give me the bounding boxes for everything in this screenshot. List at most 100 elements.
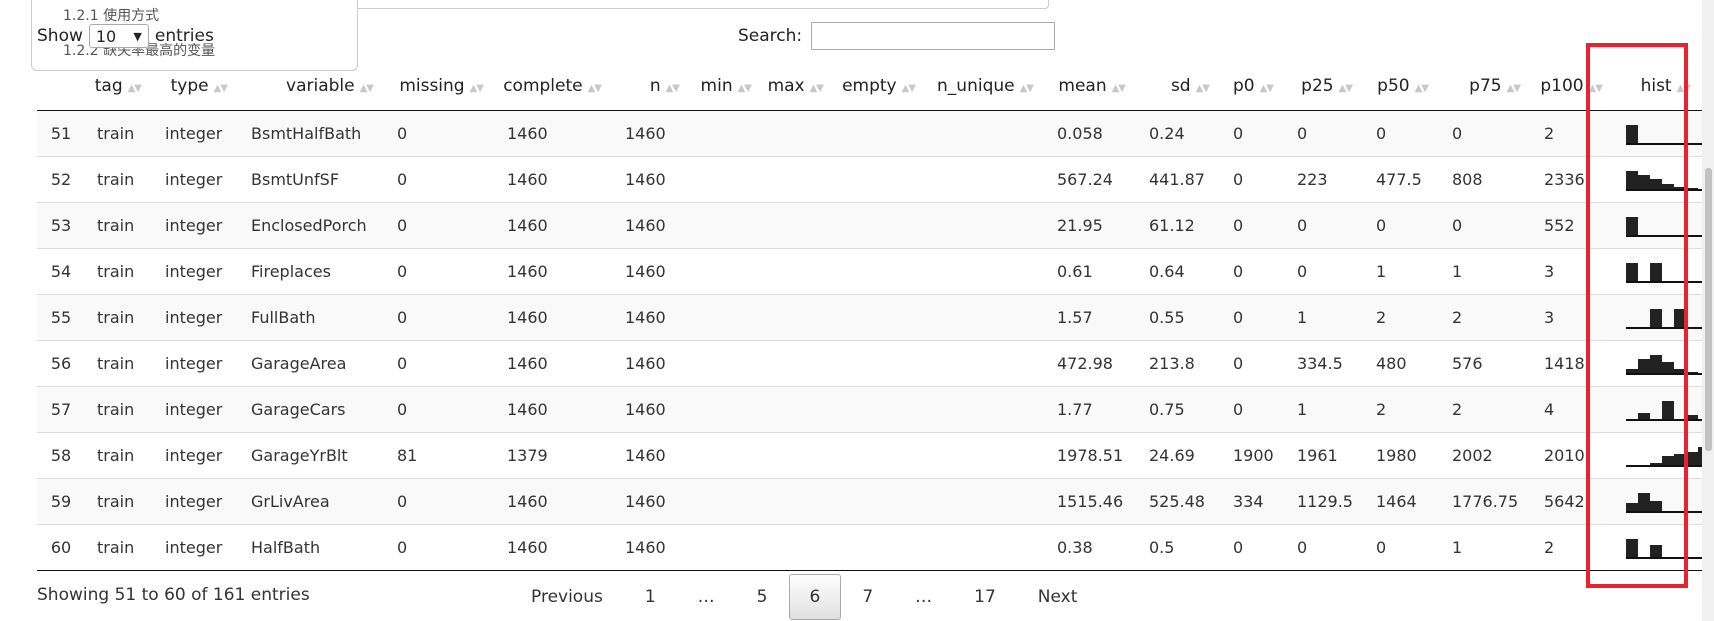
page-button-5[interactable]: 5 <box>756 587 768 607</box>
sort-icon: ▲▼ <box>1676 83 1691 94</box>
column-header-type[interactable]: type ▲▼ <box>153 62 239 111</box>
cell-sd: 61.12 <box>1137 202 1221 249</box>
cell-n_unique <box>927 248 1045 295</box>
scrollbar-thumb[interactable] <box>1705 168 1712 451</box>
histogram-bar <box>1638 358 1650 373</box>
cell-n: 1460 <box>613 524 691 571</box>
column-header-label: p0 <box>1233 76 1255 96</box>
cell-p25: 0 <box>1285 248 1364 295</box>
cell-p100: 2336 <box>1532 156 1614 203</box>
column-header-p100[interactable]: p100 ▲▼ <box>1532 62 1614 111</box>
column-header-variable[interactable]: variable ▲▼ <box>239 62 385 111</box>
cell-hist <box>1614 524 1710 571</box>
column-header-n_unique[interactable]: n_unique ▲▼ <box>927 62 1045 111</box>
table-body: 51 train integer BsmtHalfBath 0 1460 1460 0.058… <box>37 110 1710 571</box>
column-header-p25[interactable]: p25 ▲▼ <box>1285 62 1364 111</box>
search-input[interactable] <box>811 22 1056 50</box>
cell-n: 1460 <box>613 202 691 249</box>
cell-max <box>763 524 835 571</box>
chevron-down-icon: ▼ <box>133 29 142 43</box>
sort-icon: ▲▼ <box>737 83 752 94</box>
cell-idx: 57 <box>37 386 85 433</box>
column-header-tag[interactable]: tag ▲▼ <box>85 62 153 111</box>
cell-variable: GarageArea <box>239 340 385 387</box>
column-header-min[interactable]: min ▲▼ <box>691 62 763 111</box>
cell-type: integer <box>153 156 239 203</box>
previous-button[interactable]: Previous <box>531 587 603 607</box>
cell-complete: 1460 <box>495 478 613 525</box>
column-header-label: tag <box>94 76 123 96</box>
next-button[interactable]: Next <box>1037 587 1078 607</box>
page-button-6[interactable]: 6 <box>788 574 842 620</box>
cell-hist <box>1614 432 1710 479</box>
cell-p50: 0 <box>1364 202 1440 249</box>
cell-complete: 1379 <box>495 432 613 479</box>
cell-min <box>691 110 763 157</box>
cell-empty <box>835 294 927 341</box>
histogram-bar <box>1626 124 1638 143</box>
cell-variable: FullBath <box>239 294 385 341</box>
cell-p75: 0 <box>1440 110 1532 157</box>
toc-item-usage[interactable]: 1.2.1 使用方式 <box>63 8 160 24</box>
cell-p50: 0 <box>1364 110 1440 157</box>
cell-sd: 213.8 <box>1137 340 1221 387</box>
table-info: Showing 51 to 60 of 161 entries <box>37 585 310 605</box>
histogram-bar <box>1686 451 1698 465</box>
cell-p100: 5642 <box>1532 478 1614 525</box>
cell-empty <box>835 386 927 433</box>
column-header-index <box>37 62 85 111</box>
histogram-bar <box>1650 178 1662 189</box>
table-row: 58 train integer GarageYrBlt 81 1379 1460 1978.… <box>37 432 1710 479</box>
cell-mean: 472.98 <box>1045 340 1137 387</box>
page-button-1[interactable]: 1 <box>644 587 656 607</box>
cell-tag: train <box>85 202 153 249</box>
table-header-row: tag ▲▼ type ▲▼ variable ▲▼ missing ▲▼ complete ▲▼… <box>37 62 1702 111</box>
column-header-p75[interactable]: p75 ▲▼ <box>1440 62 1532 111</box>
cell-p25: 1961 <box>1285 432 1364 479</box>
cell-p75: 2 <box>1440 386 1532 433</box>
cell-n: 1460 <box>613 340 691 387</box>
histogram-bar <box>1626 170 1638 189</box>
cell-min <box>691 202 763 249</box>
cell-type: integer <box>153 202 239 249</box>
cell-min <box>691 524 763 571</box>
column-header-p0[interactable]: p0 ▲▼ <box>1221 62 1285 111</box>
cell-empty <box>835 110 927 157</box>
cell-idx: 51 <box>37 110 85 157</box>
cell-p50: 2 <box>1364 386 1440 433</box>
column-header-hist[interactable]: hist ▲▼ <box>1614 62 1702 111</box>
cell-idx: 55 <box>37 294 85 341</box>
table-row: 54 train integer Fireplaces 0 1460 1460 0.61 0.6… <box>37 248 1710 295</box>
cell-p0: 0 <box>1221 386 1285 433</box>
sort-icon: ▲▼ <box>809 83 824 94</box>
sort-icon: ▲▼ <box>1506 83 1521 94</box>
histogram-bar <box>1638 492 1650 511</box>
cell-n_unique <box>927 524 1045 571</box>
histogram-bar <box>1662 361 1674 373</box>
cell-n_unique <box>927 294 1045 341</box>
page-button-17[interactable]: 17 <box>974 587 996 607</box>
cell-missing: 0 <box>385 294 495 341</box>
sort-icon: ▲▼ <box>1111 83 1126 94</box>
column-header-empty[interactable]: empty ▲▼ <box>835 62 927 111</box>
column-header-mean[interactable]: mean ▲▼ <box>1045 62 1137 111</box>
cell-complete: 1460 <box>495 524 613 571</box>
page-button-7[interactable]: 7 <box>862 587 874 607</box>
histogram-bar <box>1650 500 1662 511</box>
length-select[interactable]: 10 ▼ <box>88 24 149 48</box>
column-header-n[interactable]: n ▲▼ <box>613 62 691 111</box>
cell-min <box>691 248 763 295</box>
cell-missing: 0 <box>385 110 495 157</box>
sort-icon: ▲▼ <box>1588 83 1603 94</box>
column-header-missing[interactable]: missing ▲▼ <box>385 62 495 111</box>
cell-variable: GarageCars <box>239 386 385 433</box>
column-header-complete[interactable]: complete ▲▼ <box>495 62 613 111</box>
column-header-sd[interactable]: sd ▲▼ <box>1137 62 1221 111</box>
column-header-max[interactable]: max ▲▼ <box>763 62 835 111</box>
column-header-p50[interactable]: p50 ▲▼ <box>1364 62 1440 111</box>
cell-p100: 3 <box>1532 248 1614 295</box>
cell-sd: 0.5 <box>1137 524 1221 571</box>
cell-p75: 0 <box>1440 202 1532 249</box>
cell-complete: 1460 <box>495 386 613 433</box>
cell-sd: 0.64 <box>1137 248 1221 295</box>
